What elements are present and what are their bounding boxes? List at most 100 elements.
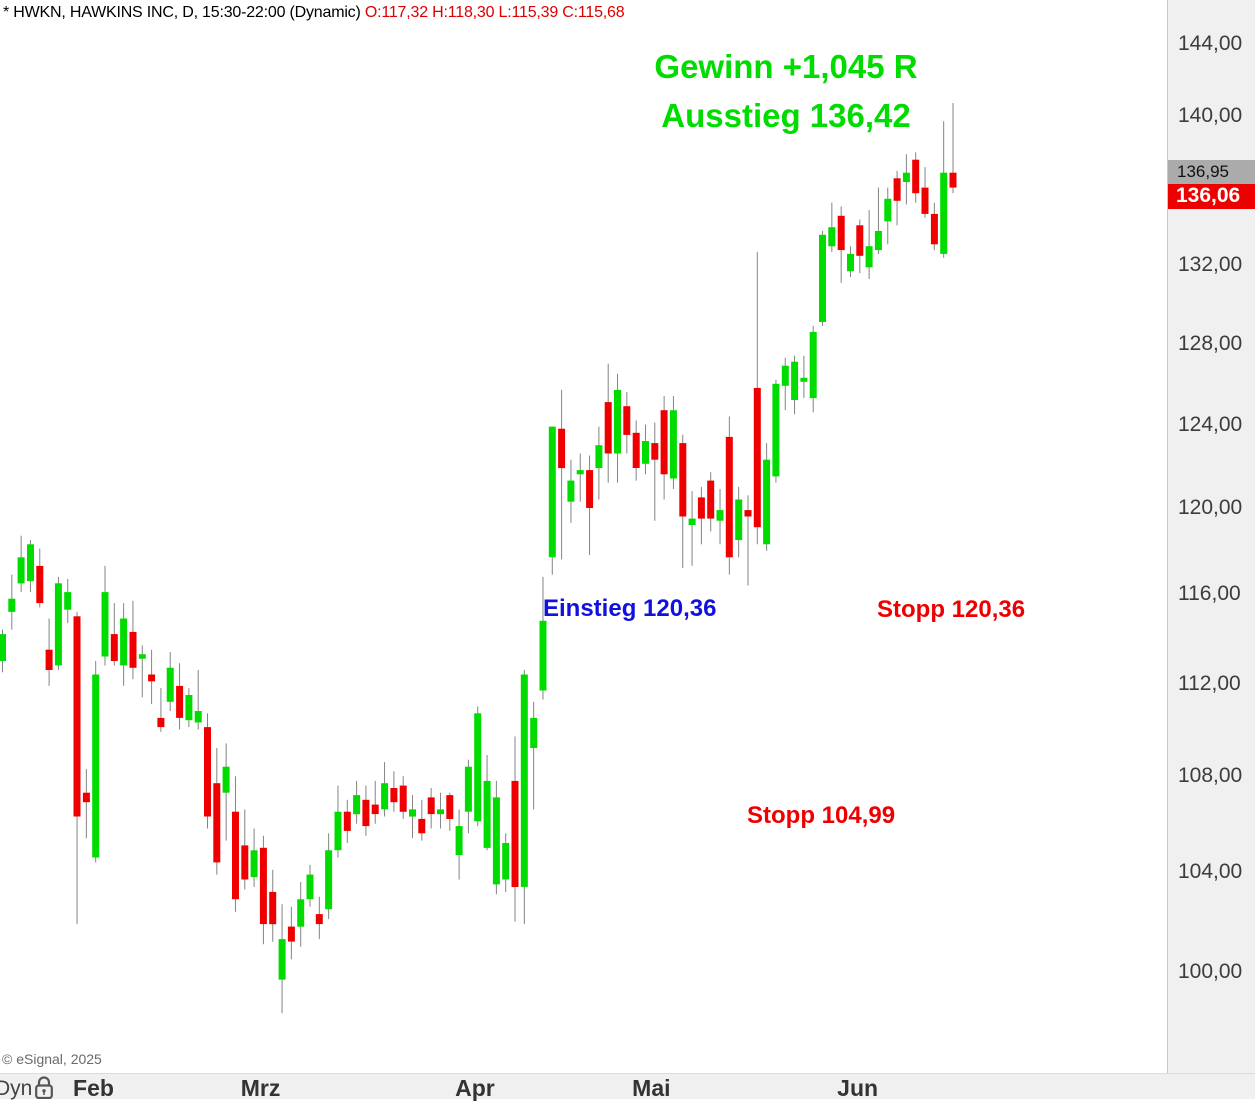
time-axis[interactable]: Dyn Feb Mrz Apr Mai Jun [0, 1073, 1255, 1101]
price-tick: 108,00 [1178, 764, 1243, 788]
candle-body-up [325, 850, 333, 910]
candle-body-down [837, 215, 845, 251]
candle-body-up [520, 674, 528, 887]
price-tick: 128,00 [1178, 331, 1243, 355]
candle-body-up [539, 620, 547, 691]
candle-body-up [381, 783, 389, 810]
candle-body-up [194, 711, 202, 723]
month-label-mai: Mai [632, 1075, 671, 1101]
candle-body-down [893, 178, 901, 201]
candle-body-up [455, 826, 463, 856]
candle-body-up [530, 717, 538, 748]
candle-body-up [642, 441, 649, 464]
last-price-box: 136,06 [1168, 184, 1255, 209]
price-tick: 100,00 [1178, 960, 1243, 984]
candle-body-down [82, 792, 90, 803]
price-tick: 144,00 [1178, 32, 1243, 55]
candle-body-up [828, 227, 836, 247]
price-tick: 116,00 [1178, 582, 1241, 606]
candle-body-down [418, 818, 426, 834]
candle-body-down [399, 785, 407, 812]
candle-body-down [558, 428, 566, 469]
ohlc-readout: O:117,32 H:118,30 L:115,39 C:115,68 [364, 4, 625, 21]
candle-body-up [27, 544, 34, 582]
candle-body-up [902, 172, 910, 182]
candle-body-down [930, 213, 938, 245]
candle-body-up [847, 253, 854, 272]
candle-body-down [362, 799, 370, 827]
candle-body-down [604, 402, 612, 454]
candle-body-up [8, 598, 16, 612]
price-tick: 104,00 [1178, 860, 1243, 884]
candle-body-down [129, 631, 137, 668]
candle-body-up [54, 583, 62, 666]
candle-body-up [688, 518, 696, 525]
candle-body-up [865, 246, 873, 268]
candle-body-down [148, 674, 156, 682]
padlock-icon[interactable] [33, 1076, 55, 1100]
candle-body-down [269, 891, 277, 925]
candle-body-up [669, 410, 677, 479]
candle-body-up [166, 667, 174, 702]
candle-body-up [17, 557, 25, 584]
candle-body-up [492, 797, 500, 885]
month-label-feb: Feb [73, 1075, 114, 1101]
price-tick: 140,00 [1178, 103, 1243, 127]
candle-body-up [483, 780, 491, 848]
exit-label: Ausstieg 136,42 [661, 97, 911, 134]
candle-body-up [772, 383, 780, 477]
candle-body-up [595, 445, 603, 469]
chart-canvas[interactable] [0, 0, 1167, 1073]
candle-body-up [464, 766, 472, 812]
candle-body-down [73, 616, 81, 817]
candle-body-up [92, 674, 100, 858]
candle-body-up [884, 198, 892, 222]
candle-body-down [287, 926, 295, 942]
candle-body-up [334, 811, 342, 851]
candle-body-up [576, 470, 584, 475]
candle-body-up [874, 231, 882, 251]
candle-body-up [185, 695, 193, 721]
dyn-mode-label: Dyn [0, 1077, 33, 1100]
candle-body-up [567, 480, 575, 502]
candle-body-down [744, 510, 752, 517]
candle-body-up [800, 377, 808, 382]
candle-body-up [940, 172, 948, 254]
candle-body-down [660, 410, 668, 475]
copyright-text: © eSignal, 2025 [2, 1051, 102, 1067]
candle-body-down [856, 225, 864, 256]
symbol-header: * HWKN, HAWKINS INC, D, 15:30-22:00 (Dyn… [3, 4, 625, 24]
candle-body-down [697, 497, 705, 519]
candle-body-down [511, 780, 519, 887]
price-axis[interactable]: 144,00 140,00 132,00 128,00 124,00 120,00 116,… [1167, 0, 1255, 1073]
candle-body-up [716, 510, 724, 521]
prev-close-box: 136,95 [1168, 160, 1255, 184]
candle-body-down [707, 480, 715, 519]
candle-body-down [204, 727, 211, 817]
candle-body-up [809, 331, 817, 399]
candle-body-down [213, 783, 221, 863]
profit-label: Gewinn +1,045 R [654, 48, 918, 85]
price-tick: 124,00 [1178, 412, 1243, 436]
candle-body-down [241, 845, 249, 880]
candle-body-down [753, 387, 761, 528]
candle-body-down [343, 811, 351, 831]
price-tick: 112,00 [1178, 671, 1241, 695]
candle-body-up [763, 459, 771, 545]
candle-body-up [548, 426, 556, 558]
candle-body-down [623, 406, 631, 435]
stop-label-1: Stopp 120,36 [877, 596, 1026, 623]
candle-body-up [138, 654, 146, 659]
candle-body-down [679, 443, 687, 517]
candle-body-down [912, 159, 920, 194]
candle-body-down [427, 797, 435, 815]
candle-body-down [949, 172, 957, 188]
candle-body-up [64, 592, 72, 610]
candle-body-up [278, 939, 286, 980]
candle-body-up [250, 850, 258, 878]
candle-body-up [101, 592, 109, 657]
candle-body-down [36, 565, 44, 604]
month-label-apr: Apr [455, 1075, 495, 1101]
candle-body-down [390, 788, 398, 803]
